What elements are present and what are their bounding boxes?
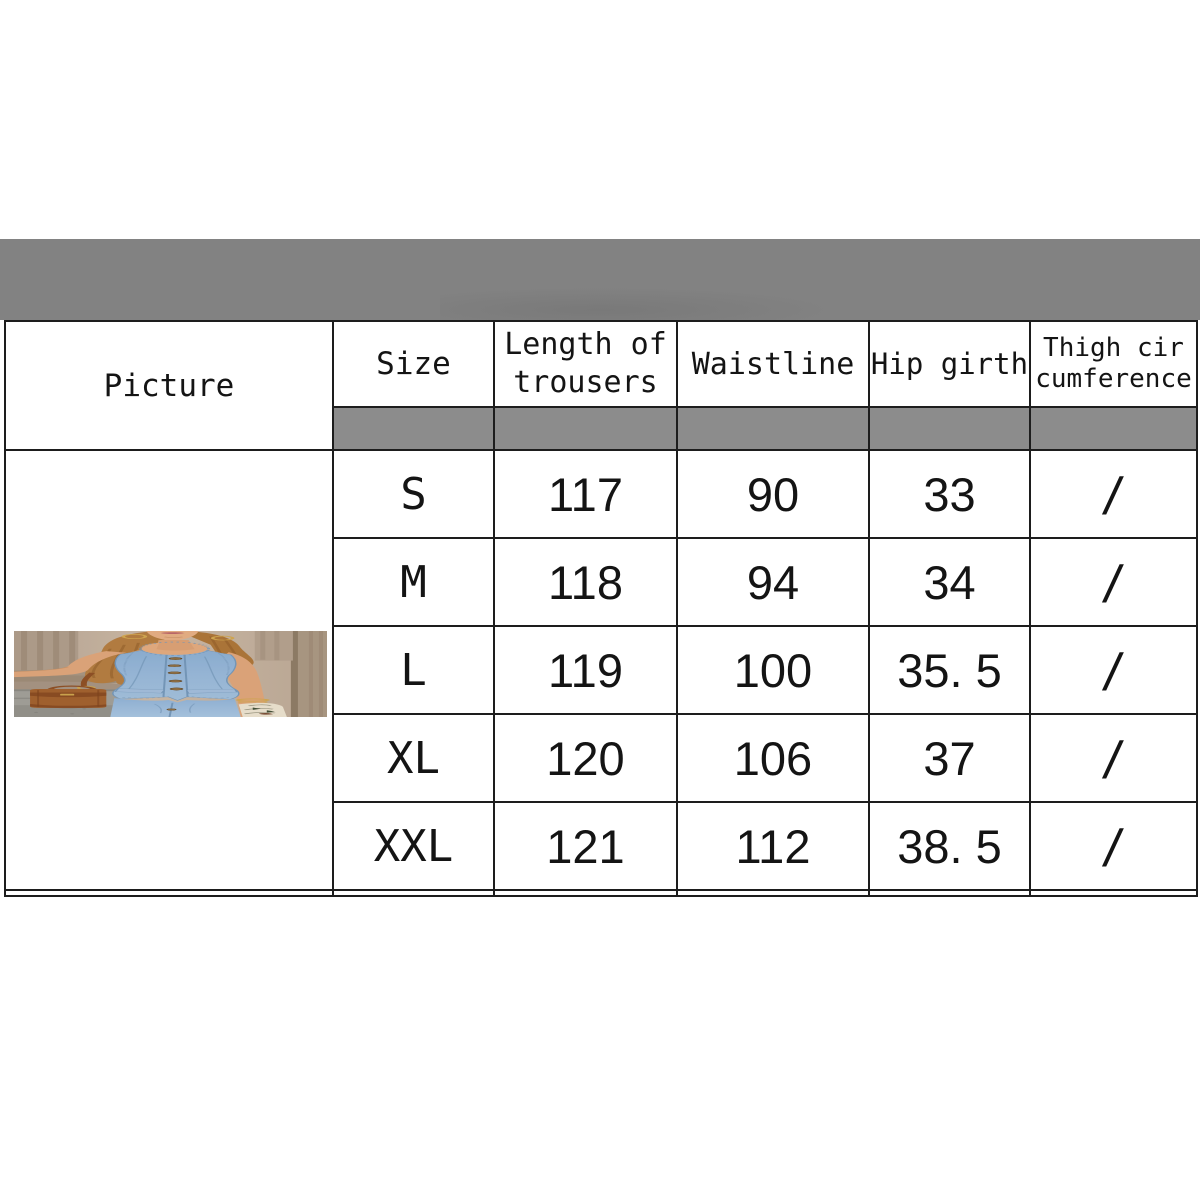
table-row-xxl: XXL 121 112 38. 5 / [5,801,1198,891]
column-header-picture: Picture [4,320,334,451]
header-line: Length of [504,327,667,362]
hip-girth-cell: 33 [868,449,1031,539]
table-row-l: L 119 100 35. 5 / [5,625,1198,715]
column-header-size: Size [332,320,495,408]
denim-vest [112,640,240,701]
waistline-cell: 90 [676,449,870,539]
length-cell: 120 [493,713,678,803]
hip-girth-cell: 37 [868,713,1031,803]
waistline-cell: 100 [676,625,870,715]
waistline-cell: 94 [676,537,870,627]
size-cell: XL [332,713,495,803]
gray-banner [0,239,1200,320]
column-header-waistline: Waistline [676,320,870,408]
sliver-cell [493,889,678,897]
vest-buttons [167,657,184,691]
length-cell: 117 [493,449,678,539]
subheader-cell [332,406,495,451]
size-chart-table: Picture Size Length of trousers Waistlin… [4,320,1198,897]
column-header-thigh-circumference: Thigh cir cumference [1029,320,1198,408]
thigh-circumference-cell: / [1029,713,1198,803]
length-cell: 121 [493,801,678,891]
model-lips [160,632,185,635]
handbag [30,672,107,709]
table-row-m: M 118 94 34 / [5,537,1198,627]
thigh-circumference-cell: / [1029,625,1198,715]
subheader-cell [868,406,1031,451]
waistline-cell: 106 [676,713,870,803]
size-cell: M [332,537,495,627]
size-cell: L [332,625,495,715]
hip-girth-cell: 35. 5 [868,625,1031,715]
thigh-circumference-cell: / [1029,801,1198,891]
subheader-cell [676,406,870,451]
table-row-s: S 117 90 33 / [4,449,1198,891]
size-cell: S [332,449,495,539]
sliver-cell [676,889,870,897]
product-photo-cell [4,449,334,891]
size-cell: XXL [332,801,495,891]
banner-watermark-smudge [440,287,840,320]
header-line: cumference [1035,364,1192,394]
sliver-cell [868,889,1031,897]
model-left-arm [14,651,127,678]
length-cell: 119 [493,625,678,715]
sliver-cell [332,889,495,897]
product-photo [14,631,327,717]
subheader-cell [493,406,678,451]
header-line: trousers [513,365,658,400]
hip-girth-cell: 34 [868,537,1031,627]
gray-subheader-row [5,406,1198,451]
hoop-earring [210,635,235,641]
column-header-hip-girth: Hip girth [868,320,1031,408]
length-cell: 118 [493,537,678,627]
subheader-cell [1029,406,1198,451]
table-row-xl: XL 120 106 37 / [5,713,1198,803]
header-row: Picture Size Length of trousers Waistlin… [4,320,1198,451]
patterned-cloth [238,702,287,717]
pocket-flap [114,688,166,694]
hip-girth-cell: 38. 5 [868,801,1031,891]
pocket-flap [185,688,238,694]
sliver-cell [1029,889,1198,897]
bottom-sliver-row [4,889,1198,897]
thigh-circumference-cell: / [1029,537,1198,627]
model-face [146,631,199,641]
sliver-cell [4,889,334,897]
hoop-earring [121,634,148,640]
thigh-circumference-cell: / [1029,449,1198,539]
header-line: Thigh cir [1043,333,1184,363]
column-header-length: Length of trousers [493,320,678,408]
denim-skirt [110,698,241,717]
waistline-cell: 112 [676,801,870,891]
